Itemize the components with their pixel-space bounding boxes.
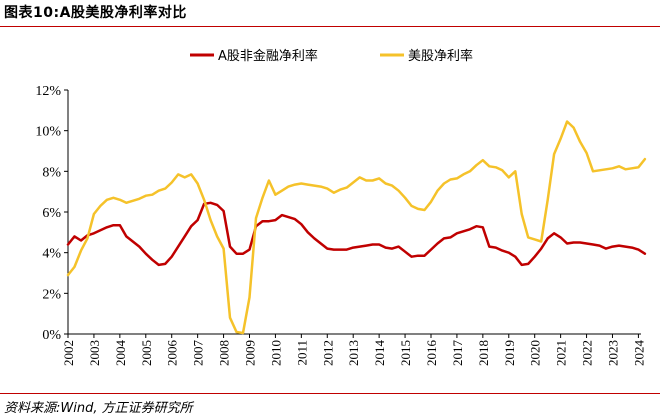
x-tick-label: 2018 (476, 340, 491, 366)
x-tick-label: 2004 (113, 340, 128, 367)
x-tick-label: 2023 (605, 340, 620, 366)
y-tick-label: 6% (42, 206, 61, 221)
y-tick-label: 0% (42, 328, 61, 343)
line-chart: A股非金融净利率 美股净利率 0% 2% 4% 6% 8% 10% 12% 2002 2003 20… (35, 48, 647, 366)
y-tick-label: 8% (42, 165, 61, 180)
x-tick-label: 2014 (372, 340, 387, 367)
x-tick-label: 2011 (294, 340, 309, 366)
x-tick-label: 2005 (139, 340, 154, 366)
x-tick-label: 2003 (87, 340, 102, 366)
source-divider (0, 393, 660, 394)
x-tick-label: 2010 (268, 340, 283, 366)
series-line-us-stock (66, 120, 647, 335)
title-divider (0, 26, 660, 27)
x-tick-label: 2022 (580, 340, 595, 366)
chart-legend: A股非金融净利率 美股净利率 (190, 48, 473, 64)
x-tick-label: 2016 (424, 340, 439, 367)
y-tick-label: 2% (42, 287, 61, 302)
x-tick-label: 2009 (242, 340, 257, 366)
chart-axes: 0% 2% 4% 6% 8% 10% 12% 2002 2003 2004 2005 2006 2007… (35, 84, 646, 366)
y-tick-label: 4% (42, 247, 61, 262)
x-tick-label: 2008 (217, 340, 232, 366)
x-tick-label: 2020 (528, 340, 543, 366)
y-tick-label: 10% (35, 125, 61, 140)
series-line-a-share (66, 201, 647, 267)
x-tick-label: 2024 (631, 340, 646, 367)
chart-title: 图表10:A股美股净利率对比 (4, 5, 187, 21)
x-tick-label: 2019 (502, 340, 517, 366)
chart-series (66, 120, 647, 335)
source-note: 资料来源:Wind, 方正证券研究所 (4, 401, 193, 416)
x-tick-label: 2006 (165, 340, 180, 367)
x-tick-label: 2007 (191, 340, 206, 367)
x-tick-label: 2017 (450, 340, 465, 367)
y-tick-label: 12% (35, 84, 61, 99)
x-tick-label: 2012 (320, 340, 335, 366)
x-tick-label: 2015 (398, 340, 413, 366)
x-tick-label: 2021 (554, 340, 569, 366)
legend-label: A股非金融净利率 (218, 48, 318, 64)
x-tick-label: 2002 (61, 340, 76, 366)
x-tick-label: 2013 (346, 340, 361, 366)
legend-label: 美股净利率 (408, 48, 473, 64)
